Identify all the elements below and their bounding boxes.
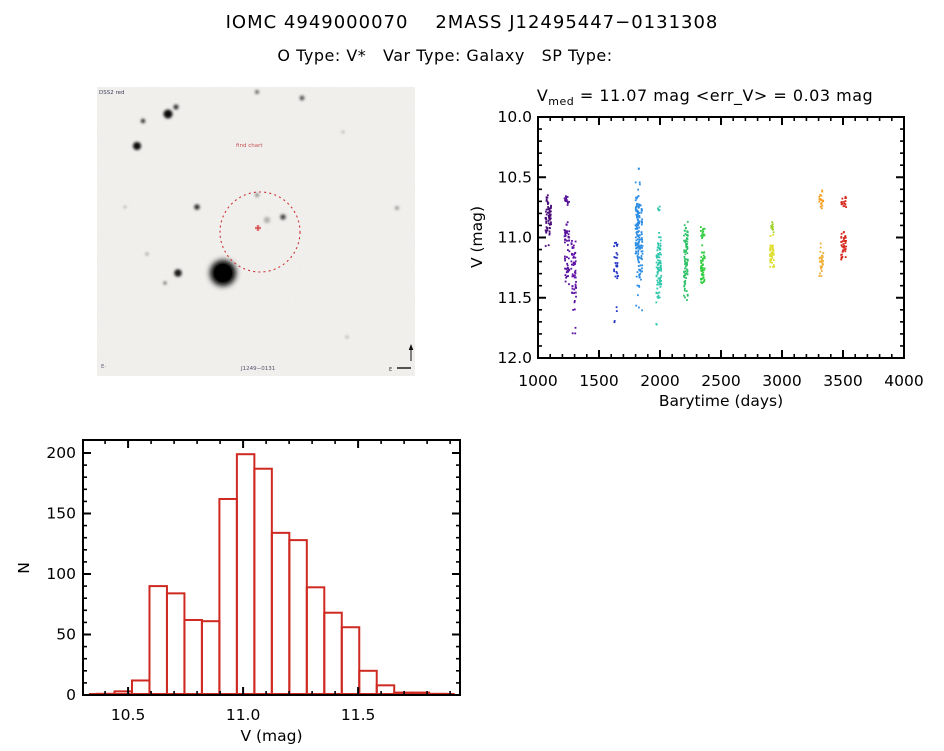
lightcurve-stats-title: Vmed = 11.07 mag <err_V> = 0.03 mag	[466, 86, 944, 108]
svg-text:3500: 3500	[823, 372, 862, 390]
svg-text:150: 150	[46, 505, 76, 523]
svg-text:10.5: 10.5	[111, 706, 146, 724]
vmed-symbol: V	[536, 86, 549, 105]
svg-text:V (mag): V (mag)	[468, 206, 486, 268]
target-marker	[255, 225, 261, 231]
svg-text:0: 0	[66, 686, 76, 704]
vmed-subscript: med	[548, 95, 575, 109]
svg-text:1500: 1500	[579, 372, 618, 390]
svg-text:2500: 2500	[701, 372, 740, 390]
coords-label: J1249−0131	[240, 366, 275, 372]
svg-text:3000: 3000	[762, 372, 801, 390]
v-histogram-plot: 0 50 100 150 200 10.5 11.0 11.5 V (mag) N	[0, 430, 470, 747]
svg-text:10.5: 10.5	[497, 168, 532, 186]
page-title: IOMC 4949000070 2MASS J12495447−0131308	[225, 12, 719, 33]
vmed-values: = 11.07 mag <err_V> = 0.03 mag	[574, 86, 874, 105]
survey-label: DSS2 red	[99, 90, 124, 96]
lightcurve-plot: 1000 1500 2000 2500 3000 3500 4000 10.0 10.5 11.0…	[466, 100, 944, 412]
svg-text:11.5: 11.5	[341, 706, 376, 724]
star-field	[123, 90, 399, 339]
bright-star	[164, 233, 288, 333]
svg-text:12.0: 12.0	[497, 349, 532, 367]
finder-chart-image: DSS2 red find chart J1249−0131 E· E	[97, 87, 415, 376]
compass-east-label: E	[389, 367, 392, 373]
svg-text:50: 50	[56, 626, 76, 644]
svg-text:4000: 4000	[884, 372, 923, 390]
target-circle	[219, 191, 301, 273]
object-type-line: O Type: V* Var Type: Galaxy SP Type:	[277, 46, 613, 65]
svg-text:1000: 1000	[518, 372, 557, 390]
compass: E	[389, 344, 414, 373]
svg-text:N: N	[15, 562, 33, 574]
svg-text:Barytime (days): Barytime (days)	[659, 392, 783, 410]
svg-text:200: 200	[46, 444, 76, 462]
svg-text:11.5: 11.5	[497, 289, 532, 307]
finder-red-label: find chart	[236, 143, 263, 149]
svg-text:11.0: 11.0	[226, 706, 261, 724]
svg-text:2000: 2000	[640, 372, 679, 390]
svg-text:11.0: 11.0	[497, 229, 532, 247]
svg-text:10.0: 10.0	[497, 108, 532, 126]
north-arrowhead-icon	[408, 344, 414, 350]
svg-text:100: 100	[46, 565, 76, 583]
corner-label: E·	[101, 364, 106, 370]
film-grain-overlay	[97, 87, 415, 376]
svg-text:V (mag): V (mag)	[240, 727, 302, 745]
